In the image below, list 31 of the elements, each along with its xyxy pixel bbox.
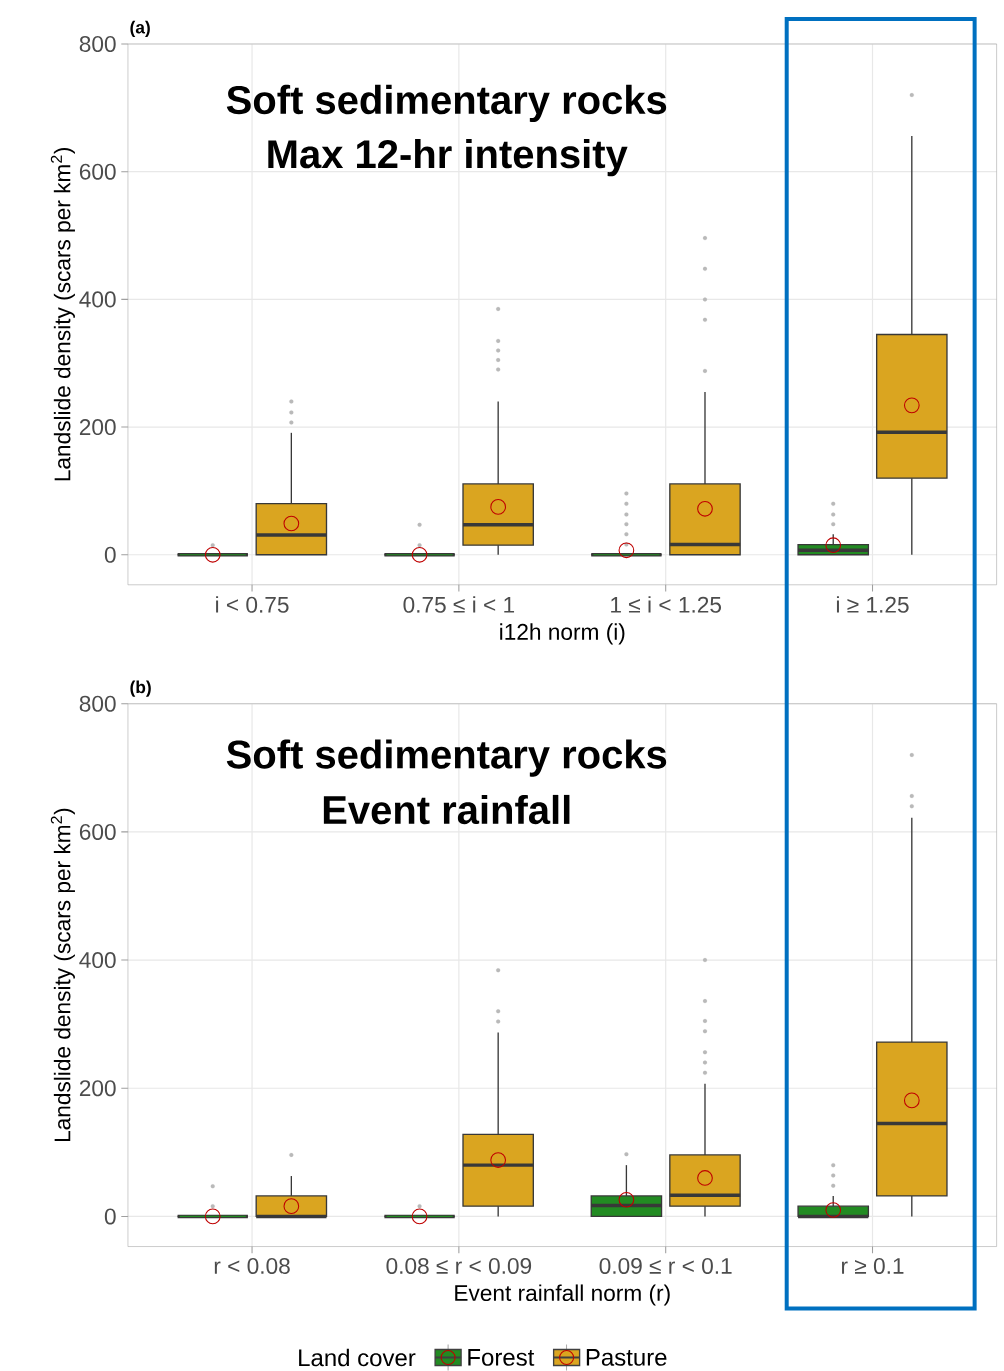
x-tick-label: i < 0.75 bbox=[216, 596, 289, 613]
y-tick-label: 600 bbox=[80, 823, 116, 840]
x-axis-title: i12h norm (i) bbox=[500, 623, 625, 645]
legend-label: Forest bbox=[468, 1349, 535, 1366]
y-tick-label: 0 bbox=[105, 1208, 116, 1225]
y-axis-title: Landslide density (scars per km$^{2}$) bbox=[51, 147, 76, 481]
x-tick-label: 0.75 ≤ i < 1 bbox=[403, 596, 515, 613]
y-tick-label: 800 bbox=[79, 35, 116, 53]
x-tick-label: 1 ≤ i < 1.25 bbox=[611, 596, 722, 613]
text: Event rainfall bbox=[324, 794, 570, 825]
x-tick-label: 0.08 ≤ r < 0.09 bbox=[386, 1257, 532, 1274]
x-tick-label: r ≥ 0.1 bbox=[842, 1257, 904, 1274]
y-tick-label: 0 bbox=[105, 546, 116, 563]
text: Soft sedimentary rocks bbox=[226, 84, 667, 123]
text: (b) bbox=[130, 680, 152, 697]
y-axis-title: Landslide density (scars per km$^{2}$) bbox=[51, 808, 76, 1142]
x-tick-label: r < 0.08 bbox=[215, 1257, 290, 1274]
text: Soft sedimentary rocks bbox=[226, 739, 667, 777]
text: Max 12-hr intensity bbox=[268, 138, 628, 177]
y-tick-label: 200 bbox=[80, 419, 116, 436]
y-tick-label: 400 bbox=[79, 291, 116, 308]
x-tick-label: 0.09 ≤ r < 0.1 bbox=[599, 1257, 732, 1274]
legend-label: Pasture bbox=[587, 1349, 667, 1366]
x-axis-title: Event rainfall norm (r) bbox=[455, 1284, 670, 1306]
y-tick-label: 200 bbox=[80, 1080, 116, 1097]
text: (a) bbox=[130, 20, 151, 37]
y-tick-label: 800 bbox=[79, 695, 116, 712]
legend-title: Land cover bbox=[299, 1348, 416, 1367]
x-tick-label: i ≥ 1.25 bbox=[837, 596, 909, 613]
y-tick-label: 600 bbox=[80, 163, 116, 180]
y-tick-label: 400 bbox=[79, 952, 116, 969]
